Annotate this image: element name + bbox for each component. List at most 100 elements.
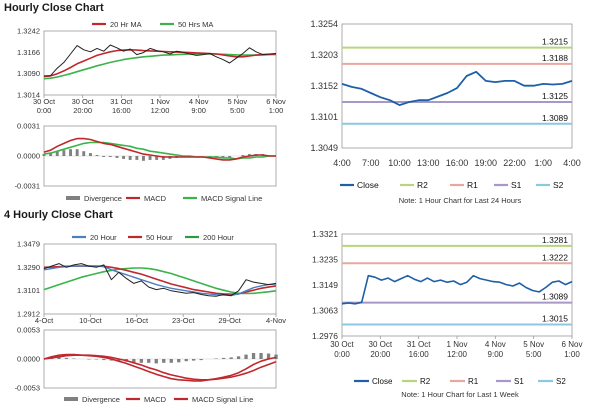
- hourly-divergence-bar: [49, 153, 53, 156]
- four-hourly-legend-20hour-label: 20 Hour: [90, 233, 117, 242]
- four-hourly-price-x-tick-label: 29-Oct: [218, 316, 241, 325]
- four-hourly-price-y-tick-label: 1.3101: [17, 286, 40, 295]
- hourly-24h-y-tick-label: 1.3203: [310, 50, 338, 60]
- hourly-divergence-bar: [248, 154, 251, 156]
- hourly-legend-divergence-swatch: [66, 196, 80, 200]
- hourly-macd-y-tick-label: 0.0031: [17, 122, 40, 131]
- hourly-24h-legend-s1-label: S1: [511, 180, 522, 190]
- hourly-price-x-tick-label: 5:00: [230, 106, 245, 115]
- hourly-price-x-tick-label: 1:00: [269, 106, 284, 115]
- hourly-price-x-tick-label: 1 Nov: [150, 97, 170, 106]
- hourly-24h-x-tick-label: 16:00: [446, 158, 469, 168]
- hourly-divergence-bar: [75, 149, 79, 156]
- hourly-24h-legend-r1-label: R1: [467, 180, 478, 190]
- hourly-section-title: Hourly Close Chart: [4, 2, 104, 14]
- hourly-24h-s1-level-label: 1.3125: [542, 91, 568, 101]
- hourly-price-x-tick-label: 20:00: [73, 106, 92, 115]
- four-hourly-price-x-tick-label: 4-Nov: [266, 316, 286, 325]
- four-hourly-week-legend-close-label: Close: [372, 377, 393, 386]
- hourly-24h-r1-level-label: 1.3188: [542, 53, 568, 63]
- four-hourly-week-y-tick-label: 1.3149: [312, 280, 338, 290]
- hourly-macd-y-tick-label: -0.0031: [15, 182, 40, 191]
- four-hourly-legend-200hour-label: 200 Hour: [203, 233, 234, 242]
- hourly-divergence-bar: [69, 149, 72, 156]
- hourly-divergence-bar: [108, 156, 112, 157]
- four-hourly-week-x-tick-label: 1:00: [564, 350, 580, 359]
- four-hourly-divergence-bar: [102, 359, 106, 361]
- four-hourly-macd-line: [43, 353, 277, 382]
- four-hourly-200hr-line: [43, 267, 277, 295]
- hourly-20hr-ma-line: [43, 48, 277, 78]
- hourly-24h-x-tick-label: 22:00: [503, 158, 526, 168]
- four-hourly-legend-50hour-label: 50 Hour: [146, 233, 173, 242]
- four-hourly-divergence-bar: [64, 357, 69, 359]
- four-hourly-price-y-tick-label: 1.3479: [17, 240, 40, 249]
- hourly-close-line: [43, 44, 277, 77]
- four-hourly-price-x-tick-label: 23-Oct: [172, 316, 195, 325]
- four-hourly-divergence-bar: [169, 359, 173, 363]
- four-hourly-divergence-bar: [266, 353, 271, 359]
- four-hourly-divergence-bar: [214, 358, 218, 359]
- hourly-legend-macd-signal-label: MACD Signal Line: [201, 194, 262, 203]
- four-hourly-divergence-bar: [199, 359, 203, 361]
- four-hourly-divergence-bar: [87, 359, 91, 360]
- hourly-24h-x-tick-label: 19:00: [474, 158, 497, 168]
- four-hourly-divergence-bar: [251, 353, 256, 359]
- hourly-price-y-tick-label: 1.3242: [17, 27, 40, 36]
- four-hourly-divergence-bar: [192, 359, 196, 361]
- hourly-24h-x-tick-label: 4:00: [563, 158, 581, 168]
- hourly-legend-20hr-ma-label: 20 Hr MA: [110, 20, 142, 29]
- hourly-price-x-tick-label: 6 Nov: [266, 97, 286, 106]
- four-hourly-price-y-tick-label: 1.2912: [17, 310, 40, 319]
- four-hourly-week-y-tick-label: 1.3235: [312, 255, 338, 265]
- hourly-24h-note: Note: 1 Hour Chart for Last 24 Hours: [399, 196, 522, 205]
- four-hourly-week-x-tick-label: 6 Nov: [562, 340, 583, 349]
- four-hourly-week-y-tick-label: 1.3063: [312, 306, 338, 316]
- four-hourly-legend-macd-signal-label: MACD Signal Line: [192, 395, 253, 404]
- four-hourly-close-line: [43, 263, 277, 297]
- hourly-divergence-bar: [115, 156, 119, 158]
- four-hourly-week-x-tick-label: 30 Oct: [330, 340, 354, 349]
- four-hourly-section-title: 4 Hourly Close Chart: [4, 209, 113, 221]
- four-hourly-week-x-tick-label: 30 Oct: [369, 340, 393, 349]
- hourly-price-x-tick-label: 5 Nov: [228, 97, 248, 106]
- four-hourly-divergence-bar: [72, 358, 76, 359]
- hourly-price-y-tick-label: 1.3166: [17, 48, 40, 57]
- hourly-price-y-tick-label: 1.3014: [17, 91, 40, 100]
- four-hourly-week-s1-level-label: 1.3089: [542, 292, 568, 302]
- four-hourly-divergence-bar: [94, 359, 99, 360]
- four-hourly-divergence-bar: [222, 357, 226, 359]
- hourly-price-x-tick-label: 16:00: [112, 106, 131, 115]
- four-hourly-divergence-bar: [162, 359, 166, 363]
- hourly-price-y-tick-label: 1.3090: [17, 69, 40, 78]
- hourly-divergence-bar: [221, 156, 225, 158]
- four-hourly-price-x-tick-label: 10-Oct: [79, 316, 102, 325]
- four-hourly-week-x-tick-label: 16:00: [409, 350, 430, 359]
- hourly-divergence-bar: [42, 154, 46, 156]
- four-hourly-week-y-tick-label: 1.2976: [312, 331, 338, 341]
- four-hourly-price-x-tick-label: 4-Oct: [35, 316, 54, 325]
- hourly-divergence-bar: [55, 151, 59, 156]
- hourly-divergence-bar: [89, 153, 92, 156]
- four-hourly-divergence-bar: [244, 354, 248, 359]
- four-hourly-week-x-tick-label: 20:00: [370, 350, 391, 359]
- four-hourly-week-x-tick-label: 5 Nov: [523, 340, 544, 349]
- four-hourly-price-frame: [43, 243, 277, 315]
- hourly-24h-r2-level-label: 1.3215: [542, 37, 568, 47]
- four-hourly-price-x-tick-label: 16-Oct: [126, 316, 149, 325]
- hourly-24h-frame: [341, 23, 573, 149]
- hourly-50hr-ma-line: [43, 53, 276, 80]
- hourly-divergence-bar: [102, 156, 106, 157]
- hourly-24h-x-tick-label: 4:00: [333, 158, 351, 168]
- hourly-24h-close-line: [341, 70, 573, 106]
- four-hourly-week-frame: [341, 233, 573, 337]
- four-hourly-week-note: Note: 1 Hour Chart for Last 1 Week: [401, 390, 519, 399]
- four-hourly-week-x-tick-label: 1 Nov: [447, 340, 468, 349]
- four-hourly-divergence-bar: [154, 359, 158, 364]
- four-hourly-week-close-line: [341, 274, 573, 305]
- hourly-24h-x-tick-label: 1:00: [534, 158, 552, 168]
- hourly-divergence-bar: [228, 156, 232, 158]
- hourly-24h-x-tick-label: 7:00: [362, 158, 380, 168]
- four-hourly-week-x-tick-label: 12:00: [447, 350, 468, 359]
